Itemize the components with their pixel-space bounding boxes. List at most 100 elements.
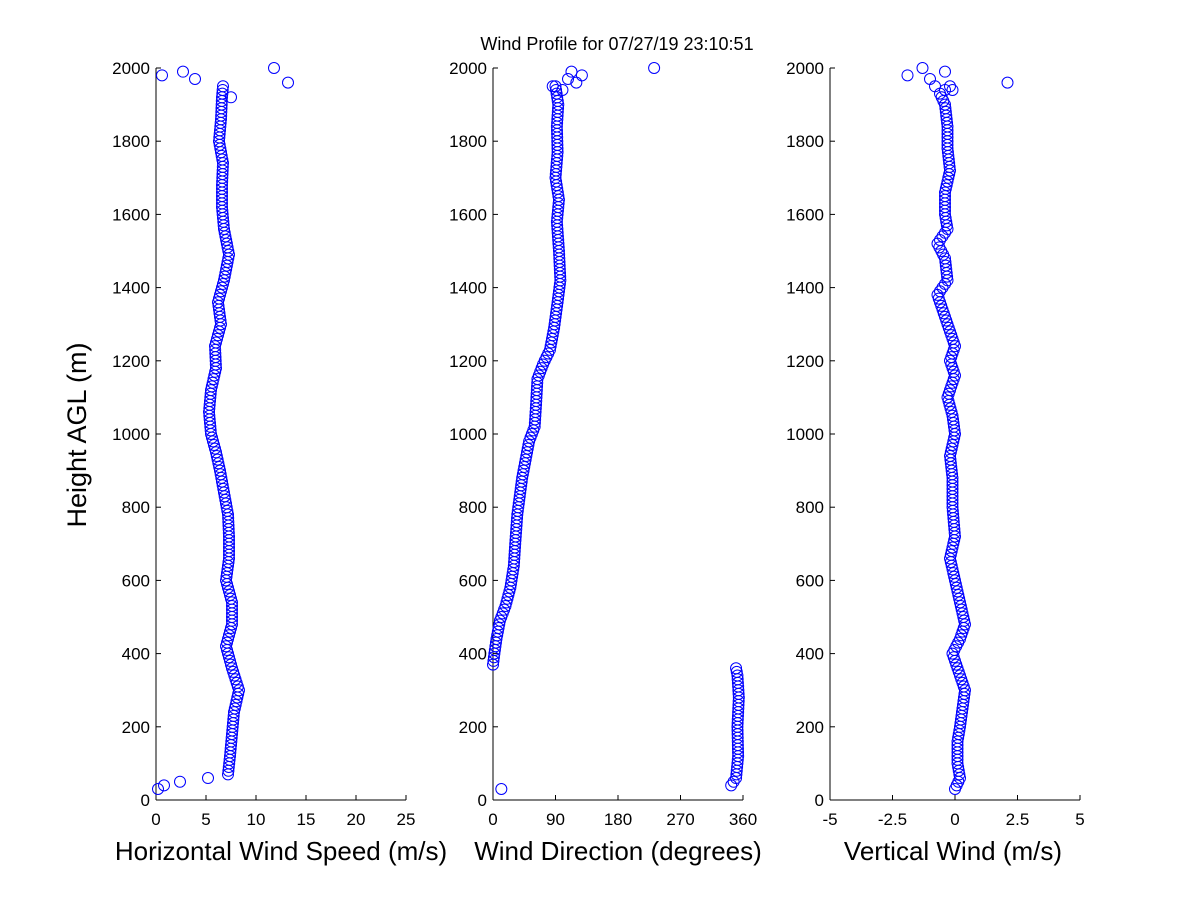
y-tick-label: 800 <box>459 498 487 517</box>
data-point-marker <box>546 80 559 93</box>
data-point-marker <box>152 783 164 796</box>
x-tick-label: 270 <box>666 810 694 829</box>
data-point-marker <box>570 76 583 89</box>
data-point-marker <box>929 80 941 93</box>
x-tick-label: -2.5 <box>878 810 907 829</box>
data-point-marker <box>223 585 235 598</box>
data-point-marker <box>931 288 944 301</box>
y-tick-label: 2000 <box>449 59 487 78</box>
y-tick-label: 1000 <box>786 425 824 444</box>
data-point-marker <box>901 69 914 82</box>
data-point-marker <box>213 292 225 305</box>
data-point-marker <box>225 658 237 671</box>
data-point-marker <box>202 772 214 785</box>
x-tick-label: 10 <box>247 810 266 829</box>
data-point-marker <box>550 87 563 100</box>
data-point-marker <box>216 281 228 294</box>
data-point-marker <box>226 662 238 675</box>
x-tick-label: 360 <box>729 810 757 829</box>
data-point-marker <box>947 413 959 426</box>
data-point-marker <box>939 226 951 239</box>
data-point-marker <box>212 329 224 342</box>
vertical-wind-panel: 0 200 400 600 800 1000 1200 1400 1600 1800 2000 -5 -… <box>786 59 1085 866</box>
data-point-marker <box>217 80 229 93</box>
data-point-marker <box>575 69 588 82</box>
data-point-marker <box>731 669 744 682</box>
data-point-marker <box>156 69 168 82</box>
data-point-marker <box>549 80 562 93</box>
y-tick-label: 800 <box>796 498 824 517</box>
data-point-marker <box>730 662 743 675</box>
x-tick-label: 20 <box>347 810 366 829</box>
data-point-marker <box>225 91 237 104</box>
x-tick-label: 15 <box>297 810 316 829</box>
data-point-marker <box>224 654 236 667</box>
y-tick-label: 0 <box>478 791 487 810</box>
data-point-marker <box>214 288 226 301</box>
y-axis-label: Height AGL (m) <box>62 342 92 527</box>
data-point-marker <box>939 255 952 268</box>
y-tick-label: 400 <box>122 645 150 664</box>
data-point-marker <box>158 779 170 792</box>
y-tick-label: 1200 <box>449 352 487 371</box>
y-tick-label: 400 <box>796 645 824 664</box>
data-point-marker <box>916 62 929 74</box>
x-tick-label: 0 <box>151 810 160 829</box>
y-tick-label: 600 <box>796 571 824 590</box>
figure-title: Wind Profile for 07/27/19 23:10:51 <box>480 34 753 54</box>
y-tick-label: 1200 <box>112 352 150 371</box>
data-point-marker <box>936 281 949 294</box>
x-axis-label: Wind Direction (degrees) <box>474 836 762 866</box>
data-point-marker <box>208 438 220 451</box>
x-tick-label: 5 <box>1075 810 1084 829</box>
data-point-marker <box>209 442 221 455</box>
y-tick-label: 1200 <box>786 352 824 371</box>
data-point-marker <box>502 589 515 602</box>
data-point-marker <box>189 72 201 85</box>
data-point-marker <box>215 285 227 298</box>
x-axis-label: Horizontal Wind Speed (m/s) <box>115 836 447 866</box>
data-point-marker <box>177 65 189 78</box>
x-tick-label: 25 <box>397 810 416 829</box>
data-point-marker <box>210 336 222 349</box>
data-point-marker <box>223 651 235 664</box>
y-tick-label: 2000 <box>112 59 150 78</box>
data-point-marker <box>220 640 232 653</box>
data-point-marker <box>224 625 236 638</box>
data-point-marker <box>934 285 946 298</box>
data-point-marker <box>503 585 516 598</box>
x-tick-label: 90 <box>546 810 565 829</box>
data-point-marker <box>936 230 949 243</box>
data-point-marker <box>222 632 234 645</box>
y-tick-label: 1800 <box>449 132 487 151</box>
y-tick-label: 1600 <box>112 205 150 224</box>
y-tick-label: 200 <box>459 718 487 737</box>
y-tick-label: 1400 <box>449 279 487 298</box>
wind-direction-panel: 0 200 400 600 800 1000 1200 1400 1600 1800 2000 0 90… <box>449 59 762 866</box>
x-tick-label: 0 <box>950 810 959 829</box>
data-point-marker <box>501 592 514 605</box>
data-point-marker <box>522 438 535 451</box>
data-point-marker <box>939 65 951 78</box>
y-tick-label: 1600 <box>449 205 487 224</box>
data-point-marker <box>216 87 229 100</box>
y-tick-label: 0 <box>141 791 150 810</box>
data-point-marker <box>727 775 740 788</box>
y-tick-label: 1000 <box>112 425 150 444</box>
y-tick-label: 1000 <box>449 425 487 444</box>
data-point-marker <box>924 72 936 85</box>
data-point-marker <box>562 72 574 85</box>
data-point-marker <box>939 259 952 272</box>
y-tick-label: 1400 <box>786 279 824 298</box>
data-point-marker <box>939 102 952 115</box>
data-point-marker <box>945 406 958 419</box>
x-tick-label: 0 <box>488 810 497 829</box>
horizontal-wind-speed-panel: 0 200 400 600 800 1000 1200 1400 1600 1800 2000 0 5 1… <box>112 59 447 866</box>
data-point-marker <box>222 647 234 660</box>
data-point-marker <box>225 592 237 605</box>
x-tick-label: -5 <box>822 810 837 829</box>
data-point-marker <box>211 332 223 345</box>
data-point-marker <box>282 76 294 89</box>
x-axis-label: Vertical Wind (m/s) <box>844 836 1062 866</box>
data-point-marker <box>268 62 280 74</box>
